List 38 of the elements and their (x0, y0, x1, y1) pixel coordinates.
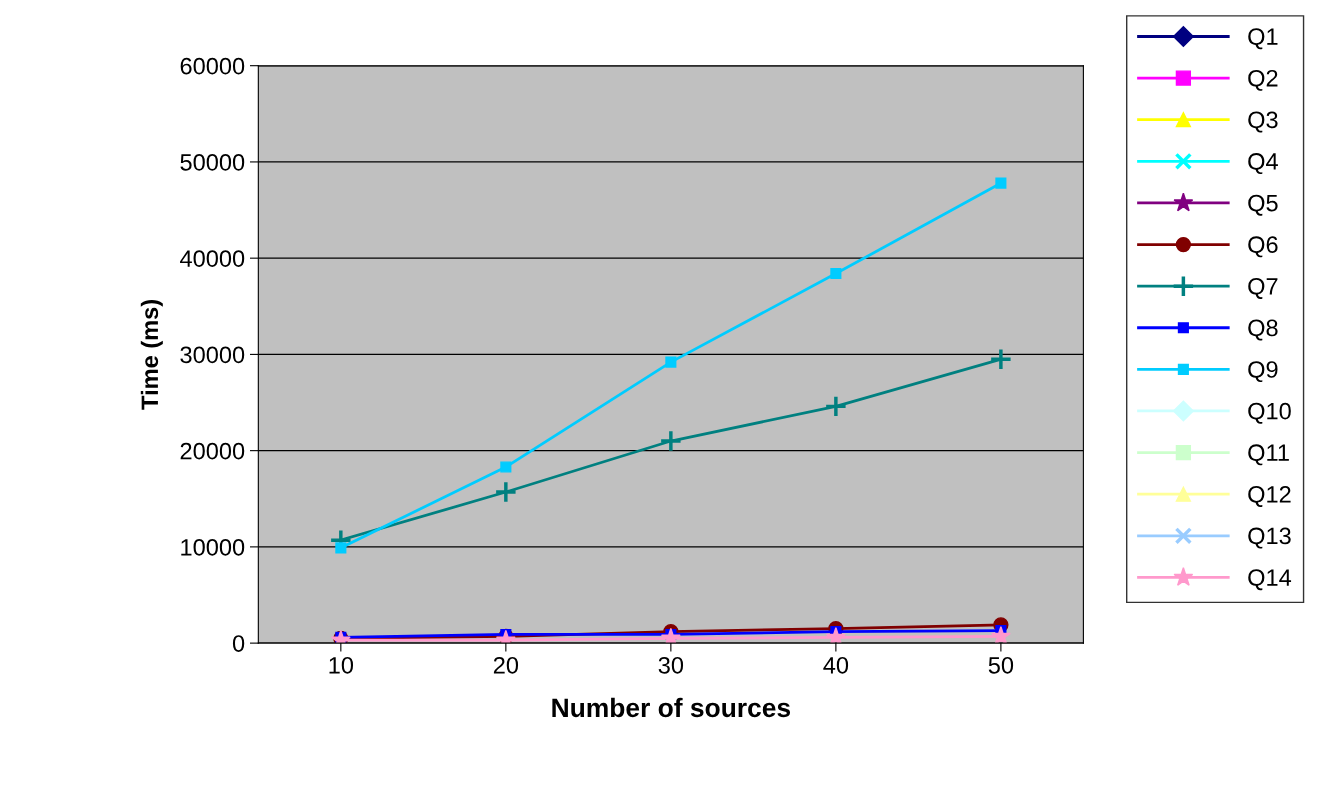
y-tick-label: 60000 (180, 57, 245, 75)
y-axis-title: Time (ms) (140, 300, 163, 410)
y-tick-label: 40000 (180, 250, 245, 267)
legend-label: Q9 (1248, 361, 1278, 383)
legend-label: Q14 (1248, 569, 1292, 591)
point (995, 177, 1007, 189)
legend-label: Q11 (1248, 444, 1289, 466)
x-tick-label: 40 (823, 656, 849, 674)
y-tick-label: 30000 (180, 346, 245, 364)
legend-label: Q12 (1248, 485, 1291, 507)
point (990, 625, 1011, 644)
legend-label: Q6 (1248, 236, 1278, 258)
legend-label: Q1 (1248, 28, 1278, 50)
point (500, 461, 512, 473)
point (824, 394, 848, 418)
point (335, 542, 347, 554)
legend-label: Q7 (1248, 277, 1278, 299)
legend-label: Q8 (1248, 319, 1278, 341)
x-tick-label: 10 (329, 656, 354, 674)
point (830, 268, 842, 280)
x-tick-label: 30 (658, 656, 684, 674)
point (659, 429, 683, 453)
y-tick-label: 10000 (181, 538, 245, 556)
x-axis-title: Number of sources (552, 697, 791, 718)
y-tick-label: 50000 (180, 154, 245, 171)
legend-label: Q10 (1248, 402, 1291, 424)
point (989, 347, 1013, 371)
point (494, 480, 518, 504)
y-tick-label: 20000 (180, 442, 245, 460)
x-tick-label: 20 (493, 656, 519, 674)
legend-label: Q4 (1248, 153, 1278, 175)
legend-label: Q3 (1248, 111, 1278, 133)
point (665, 356, 677, 368)
x-tick-label: 50 (988, 656, 1014, 674)
legend-label: Q2 (1248, 69, 1278, 91)
legend-label: Q13 (1248, 527, 1291, 549)
legend-label: Q5 (1248, 194, 1278, 216)
y-tick-label: 0 (232, 635, 245, 652)
